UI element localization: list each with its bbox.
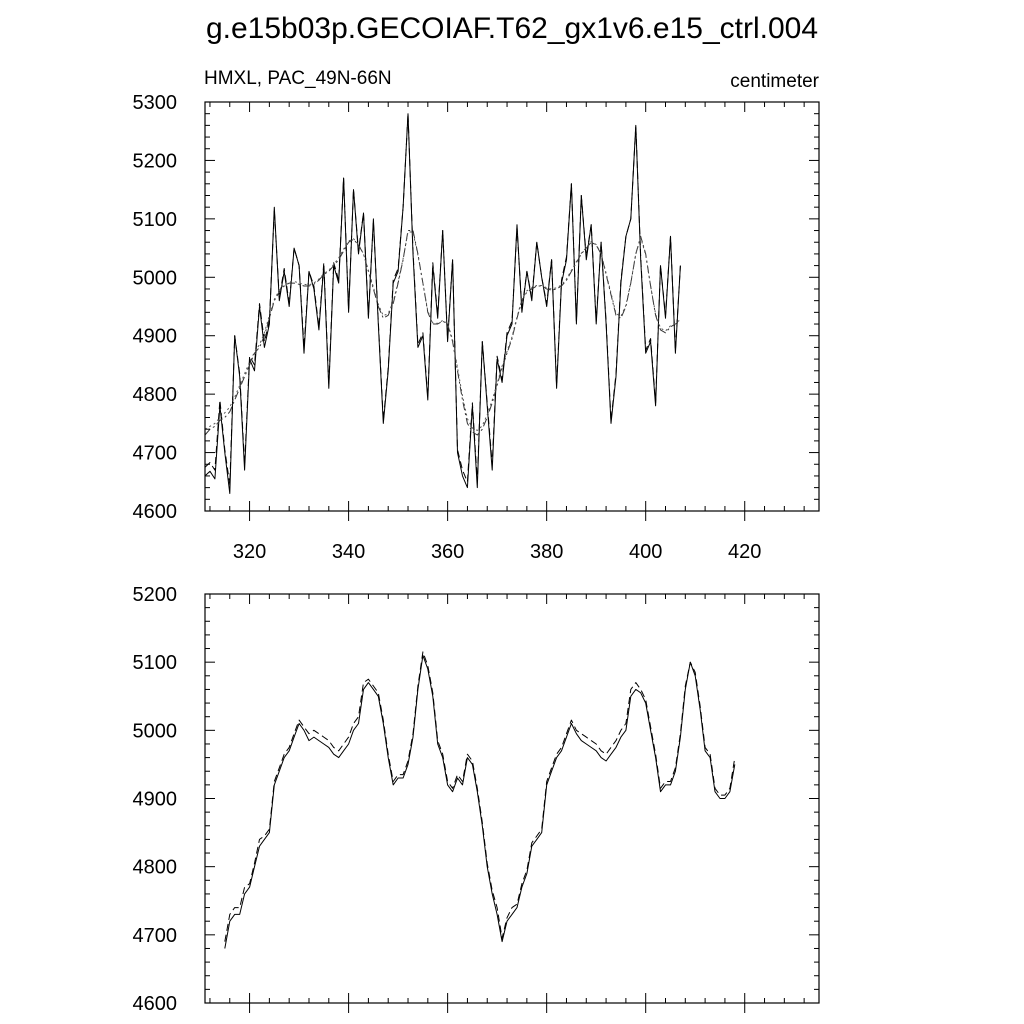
panel-right-label: centimeter bbox=[730, 71, 819, 92]
y-tick-label: 5300 bbox=[133, 92, 178, 114]
y-tick-label: 5200 bbox=[133, 584, 178, 606]
series-line-dashed bbox=[224, 651, 736, 942]
y-tick-label: 4900 bbox=[133, 789, 178, 811]
bottom-panel: 4600 4700 4800 4900 5000 5100 5200 bbox=[133, 584, 820, 1015]
y-tick-label: 5000 bbox=[133, 267, 178, 289]
x-tick-label: 320 bbox=[233, 541, 266, 563]
x-tick-label: 340 bbox=[332, 541, 365, 563]
y-tick-label: 4600 bbox=[133, 501, 178, 523]
x-tick-label: 420 bbox=[728, 541, 761, 563]
top-panel: 4600 4700 4800 4900 5000 5100 5200 5300 320 340 36… bbox=[133, 92, 820, 563]
panel-left-label: HMXL, PAC_49N-66N bbox=[204, 68, 392, 89]
series-line-solid bbox=[204, 113, 681, 494]
series-line-dashdot bbox=[204, 230, 681, 436]
y-tick-label: 4800 bbox=[133, 384, 178, 406]
series-line-dashed bbox=[204, 113, 681, 486]
y-tick-label: 4800 bbox=[133, 857, 178, 879]
y-tick-label: 4900 bbox=[133, 326, 178, 348]
y-tick-label: 5100 bbox=[133, 209, 178, 231]
y-tick-label: 4700 bbox=[133, 443, 178, 465]
plot-frame bbox=[204, 593, 820, 1004]
chart-title: g.e15b03p.GECOIAF.T62_gx1v6.e15_ctrl.004 bbox=[206, 12, 818, 45]
x-tick-label: 380 bbox=[530, 541, 563, 563]
y-tick-label: 5000 bbox=[133, 720, 178, 742]
y-tick-label: 5200 bbox=[133, 150, 178, 172]
y-tick-label: 4700 bbox=[133, 925, 178, 947]
x-tick-label: 360 bbox=[431, 541, 464, 563]
y-tick-label: 5100 bbox=[133, 652, 178, 674]
x-tick-label: 400 bbox=[629, 541, 662, 563]
plot-frame bbox=[204, 101, 820, 512]
series-line-dotted bbox=[204, 231, 681, 431]
y-tick-label: 4600 bbox=[133, 993, 178, 1015]
